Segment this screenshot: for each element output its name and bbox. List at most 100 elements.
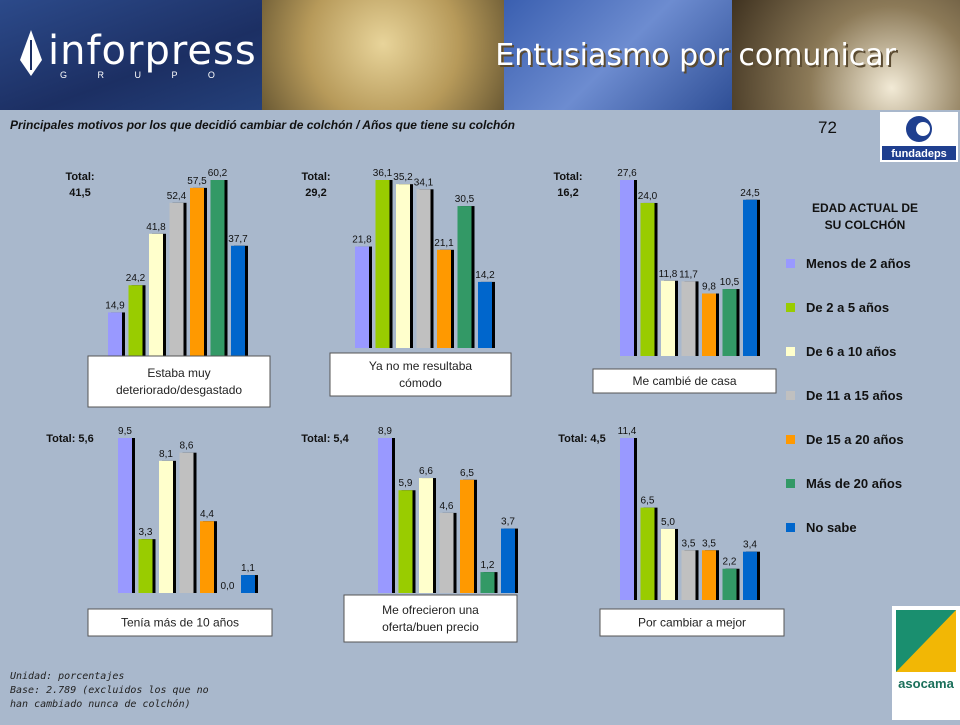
legend-label: Más de 20 años bbox=[806, 476, 903, 491]
legend-title: EDAD ACTUAL DE SU COLCHÓN bbox=[780, 200, 950, 234]
bar-más-de-20-años bbox=[722, 568, 737, 600]
category-box bbox=[329, 352, 512, 397]
bar-menos-de-2-años bbox=[108, 312, 122, 356]
fundadeps-text: fundadeps bbox=[891, 148, 947, 160]
bar-no-sabe bbox=[743, 199, 757, 356]
total-label: Total: 4,5 bbox=[558, 433, 605, 445]
legend-swatch bbox=[786, 479, 795, 488]
data-label: 11,4 bbox=[618, 426, 637, 437]
category-box bbox=[592, 368, 777, 394]
bar-no-sabe bbox=[501, 528, 515, 593]
data-label: 9,5 bbox=[118, 426, 132, 437]
bar-de-15-a-20-años bbox=[702, 550, 716, 600]
bar-de-2-a-5-años bbox=[398, 490, 413, 593]
asocama-text: asocama bbox=[898, 676, 954, 691]
data-label: 11,7 bbox=[679, 269, 698, 280]
data-label: 30,5 bbox=[455, 194, 475, 205]
bar-menos-de-2-años bbox=[620, 438, 634, 600]
category-box bbox=[87, 355, 271, 408]
bar-de-11-a-15-años bbox=[681, 281, 696, 356]
bar-de-6-a-10-años bbox=[661, 280, 675, 356]
bar-de-6-a-10-años bbox=[396, 184, 410, 348]
bar-más-de-20-años bbox=[480, 572, 495, 593]
category-label: oferta/buen precio bbox=[382, 620, 479, 634]
legend-swatch bbox=[786, 435, 795, 444]
legend-label: De 11 a 15 años bbox=[806, 388, 903, 403]
brand-logo: inforpress bbox=[48, 28, 257, 74]
data-label: 14,2 bbox=[475, 270, 495, 281]
footnote: Unidad: porcentajes Base: 2.789 (excluid… bbox=[10, 670, 209, 712]
total-label: Total: bbox=[553, 171, 582, 183]
bar-de-15-a-20-años bbox=[460, 479, 474, 593]
category-label: deteriorado/desgastado bbox=[116, 383, 242, 397]
fundadeps-logo: fundadeps bbox=[880, 112, 958, 162]
total-label: Total: bbox=[301, 171, 330, 183]
bar-de-2-a-5-años bbox=[138, 539, 153, 593]
brand-sub: G R U P O bbox=[60, 70, 229, 80]
data-label: 8,9 bbox=[378, 426, 392, 437]
data-label: 1,1 bbox=[241, 563, 255, 574]
data-label: 57,5 bbox=[187, 176, 207, 187]
bar-de-6-a-10-años bbox=[661, 528, 675, 600]
bar-de-2-a-5-años bbox=[128, 285, 143, 356]
category-box bbox=[87, 608, 273, 637]
bar-de-15-a-20-años bbox=[200, 521, 214, 593]
category-label: Estaba muy bbox=[147, 366, 210, 380]
data-label: 5,9 bbox=[399, 478, 413, 489]
banner-panel-2 bbox=[262, 0, 504, 110]
bar-de-6-a-10-años bbox=[159, 460, 173, 593]
bar-de-11-a-15-años bbox=[169, 202, 184, 356]
data-label: 21,1 bbox=[434, 238, 454, 249]
legend-swatch bbox=[786, 303, 795, 312]
data-label: 21,8 bbox=[352, 235, 372, 246]
data-label: 0,0 bbox=[221, 581, 235, 592]
data-label: 37,7 bbox=[228, 234, 248, 245]
bar-de-2-a-5-años bbox=[640, 202, 655, 356]
bar-de-6-a-10-años bbox=[149, 233, 163, 356]
category-box bbox=[599, 608, 785, 637]
bar-de-11-a-15-años bbox=[416, 189, 431, 348]
legend: EDAD ACTUAL DE SU COLCHÓN Menos de 2 año… bbox=[780, 200, 950, 535]
category-label: Por cambiar a mejor bbox=[638, 616, 746, 630]
bar-menos-de-2-años bbox=[378, 438, 392, 593]
bar-de-11-a-15-años bbox=[681, 550, 696, 600]
data-label: 4,6 bbox=[440, 501, 454, 512]
bar-no-sabe bbox=[231, 245, 245, 356]
banner-title: Entusiasmo por comunicar bbox=[495, 38, 896, 73]
bar-de-15-a-20-años bbox=[437, 249, 451, 348]
bar-menos-de-2-años bbox=[620, 180, 634, 356]
category-box bbox=[343, 594, 518, 643]
banner-panel-4 bbox=[732, 0, 960, 110]
data-label: 4,4 bbox=[200, 509, 214, 520]
footnote-line2: Base: 2.789 (excluidos los que no bbox=[10, 685, 209, 696]
banner-panel-3 bbox=[504, 0, 732, 110]
footnote-line1: Unidad: porcentajes bbox=[10, 671, 125, 682]
bar-más-de-20-años bbox=[210, 180, 225, 356]
data-label: 3,4 bbox=[743, 540, 757, 551]
legend-item: Menos de 2 años bbox=[786, 256, 911, 271]
header-banner: inforpress G R U P O Entusiasmo por comu… bbox=[0, 0, 960, 110]
legend-item: De 15 a 20 años bbox=[786, 432, 904, 447]
data-label: 5,0 bbox=[661, 517, 675, 528]
bar-de-11-a-15-años bbox=[439, 512, 454, 593]
legend-swatch bbox=[786, 347, 795, 356]
data-label: 6,6 bbox=[419, 466, 433, 477]
legend-title-line2: SU COLCHÓN bbox=[824, 218, 906, 232]
footnote-line3: han cambiado nunca de colchón) bbox=[10, 699, 191, 710]
asocama-logo: asocama bbox=[892, 606, 960, 720]
legend-item: De 11 a 15 años bbox=[786, 388, 903, 403]
data-label: 3,5 bbox=[702, 538, 716, 549]
data-label: 8,6 bbox=[180, 441, 194, 452]
legend-label: De 2 a 5 años bbox=[806, 300, 890, 315]
data-label: 3,3 bbox=[139, 527, 153, 538]
data-label: 14,9 bbox=[105, 300, 125, 311]
legend-item: No sabe bbox=[786, 520, 857, 535]
data-label: 60,2 bbox=[208, 168, 228, 179]
legend-item: De 2 a 5 años bbox=[786, 300, 890, 315]
category-label: Tenía más de 10 años bbox=[121, 616, 239, 630]
data-label: 11,8 bbox=[659, 269, 678, 280]
category-label: cómodo bbox=[399, 376, 442, 390]
bar-no-sabe bbox=[241, 575, 255, 593]
data-label: 3,5 bbox=[682, 538, 696, 549]
legend-swatch bbox=[786, 523, 795, 532]
